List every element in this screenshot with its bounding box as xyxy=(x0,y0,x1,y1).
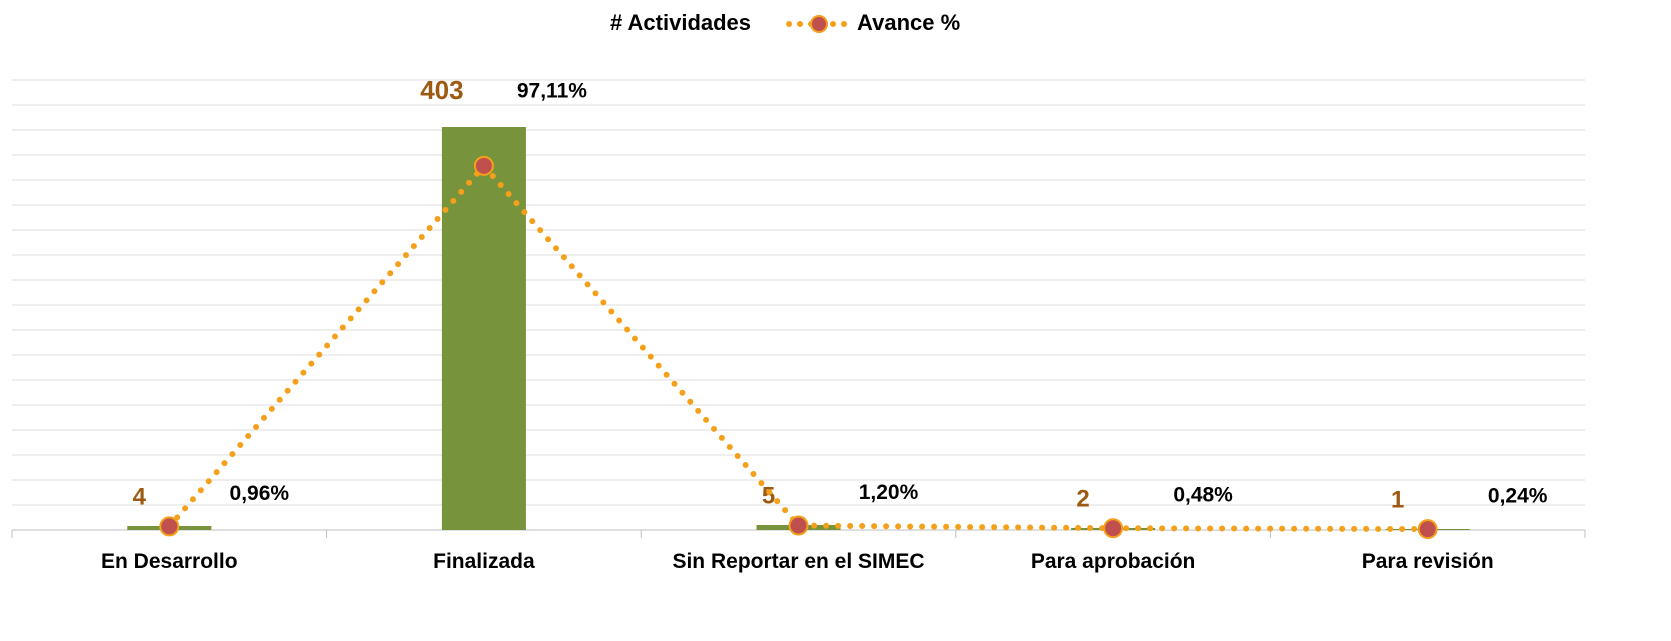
line-marker xyxy=(790,517,808,535)
x-tick-label: Sin Reportar en el SIMEC xyxy=(669,550,929,574)
x-tick-label: Para revisión xyxy=(1298,550,1558,574)
line xyxy=(169,166,1427,529)
line-marker xyxy=(160,517,178,535)
line-value-label: 97,11% xyxy=(517,80,587,103)
x-tick-label: En Desarrollo xyxy=(39,550,299,574)
bar-value-label: 1 xyxy=(1391,486,1404,513)
x-tick-label: Finalizada xyxy=(354,550,614,574)
line-marker xyxy=(1419,520,1437,538)
legend-label: # Actividades xyxy=(610,10,751,35)
bar xyxy=(442,127,526,530)
line-value-label: 0,24% xyxy=(1488,485,1548,508)
chart: 4 403 5 2 1 0,96% 97,11% 1,20% 0,48% 0,24% # Activ… xyxy=(0,0,1671,641)
line-value-label: 0,48% xyxy=(1173,484,1233,507)
legend-marker xyxy=(811,16,827,32)
legend-label: Avance % xyxy=(857,10,960,35)
line-marker xyxy=(475,157,493,175)
page: {"chart_data": {"type": "bar-line", "cat… xyxy=(0,0,1671,641)
bar-value-label: 5 xyxy=(762,482,775,509)
line-value-label: 1,20% xyxy=(859,481,919,504)
bar-value-label: 403 xyxy=(420,75,463,105)
x-tick-label: Para aprobación xyxy=(983,550,1243,574)
line-marker xyxy=(1104,519,1122,537)
line-value-label: 0,96% xyxy=(230,482,290,505)
bar-value-label: 4 xyxy=(133,483,147,510)
bar-value-label: 2 xyxy=(1076,485,1089,512)
